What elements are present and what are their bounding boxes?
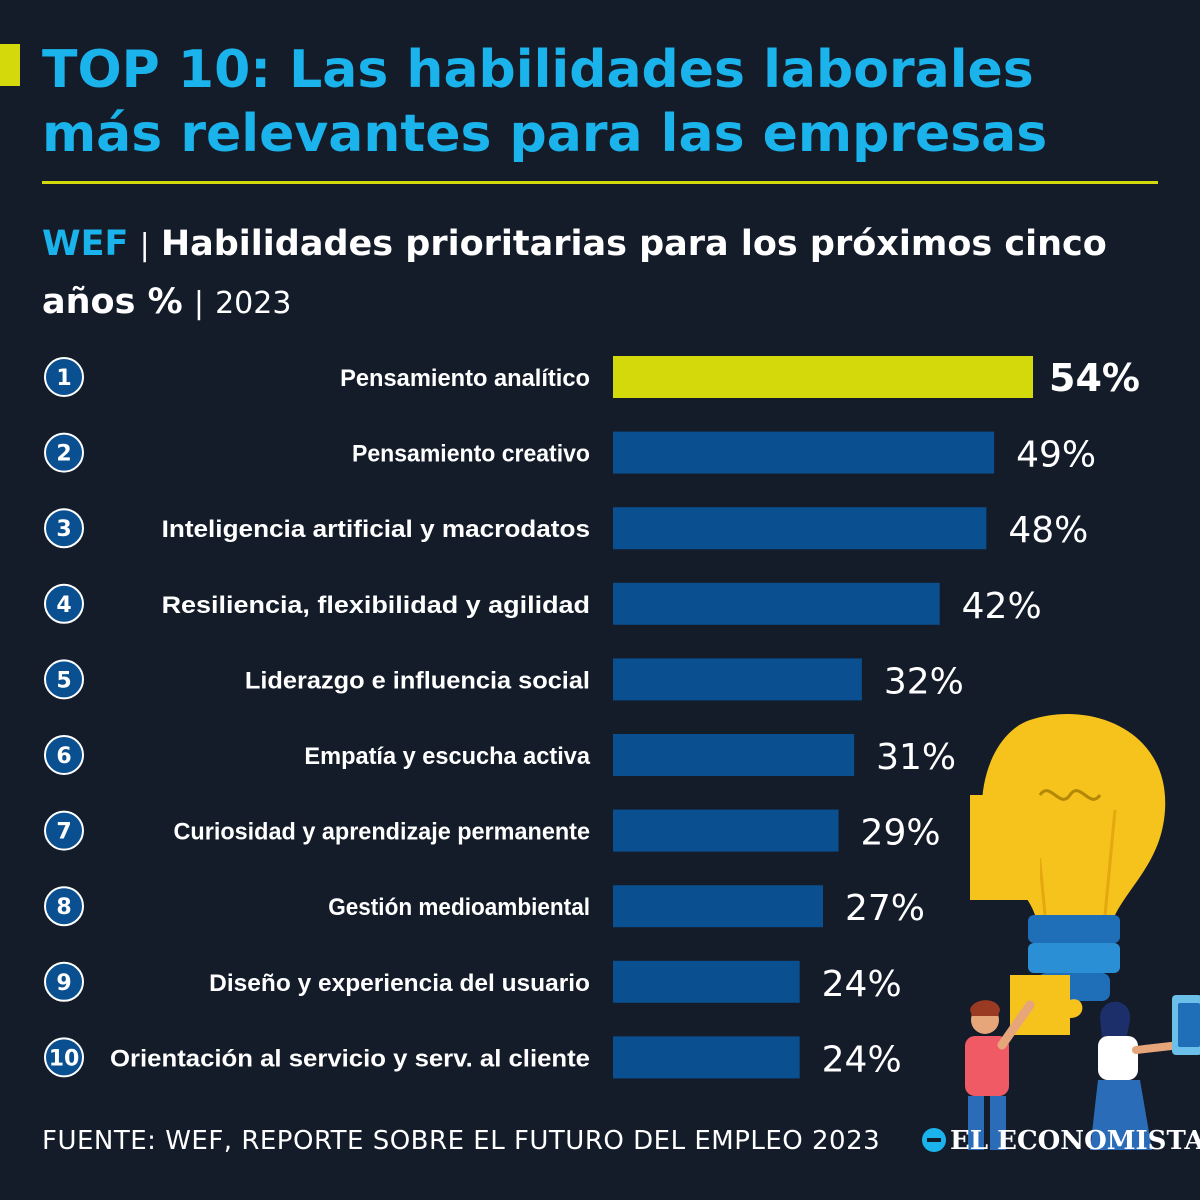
category-label: Resiliencia, flexibilidad y agilidad <box>162 592 590 619</box>
subtitle-line-1: WEF | Habilidades prioritarias para los … <box>42 216 1162 274</box>
bar <box>613 356 1033 398</box>
category-label: Liderazgo e influencia social <box>245 667 590 694</box>
bar <box>613 734 855 776</box>
accent-mark <box>0 44 20 86</box>
category-label: Curiosidad y aprendizaje permanente <box>174 819 591 846</box>
bar <box>613 809 839 852</box>
value-label: 42% <box>962 586 1042 627</box>
bar-row: 7 Curiosidad y aprendizaje permanente 29% <box>44 809 941 854</box>
rank-number: 1 <box>56 366 71 391</box>
value-label: 54% <box>1049 356 1140 400</box>
category-label: Pensamiento creativo <box>352 441 590 468</box>
rank-badge <box>44 583 84 624</box>
rank-number: 4 <box>56 593 71 618</box>
chart-subtitle: WEF | Habilidades prioritarias para los … <box>42 216 1162 332</box>
title-line-1: TOP 10: Las habilidades laborales <box>42 40 1034 100</box>
value-label: 27% <box>845 888 925 929</box>
bar-row: 8 Gestión medioambiental 27% <box>44 885 925 929</box>
category-label: Gestión medioambiental <box>328 894 590 921</box>
bar-row: 3 Inteligencia artificial y macrodatos 48% <box>44 507 1088 551</box>
bar <box>613 885 823 928</box>
man-figure-icon <box>965 1000 1035 1150</box>
bar <box>613 1036 800 1079</box>
subtitle-text-2: años % <box>42 282 183 322</box>
bar-row: 4 Resiliencia, flexibilidad y agilidad 42% <box>44 582 1042 627</box>
value-label: 32% <box>884 661 964 702</box>
bar <box>613 960 800 1003</box>
subtitle-separator: | <box>139 228 150 263</box>
rank-number: 3 <box>56 517 71 542</box>
subtitle-separator-2: | <box>193 286 204 321</box>
bar-row: 2 Pensamiento creativo 49% <box>44 431 1096 476</box>
category-label: Inteligencia artificial y macrodatos <box>162 516 590 543</box>
value-label: 49% <box>1016 435 1096 476</box>
category-label: Diseño y experiencia del usuario <box>209 970 590 997</box>
bar <box>613 582 940 625</box>
value-label: 24% <box>822 964 902 1005</box>
source-tag: WEF <box>42 224 129 264</box>
rank-number: 10 <box>49 1046 80 1071</box>
rank-badge <box>44 508 84 549</box>
brand-logo: EL ECONOMISTA <box>922 1126 1200 1156</box>
rank-badge <box>44 432 84 473</box>
value-label: 31% <box>876 737 956 778</box>
rank-badge <box>44 735 84 775</box>
rank-badge <box>44 1037 84 1078</box>
title-line-2: más relevantes para las empresas <box>42 104 1048 164</box>
rank-badge <box>44 810 84 851</box>
illustration <box>965 714 1200 1150</box>
bar <box>613 507 987 550</box>
bar-chart: 1 Pensamiento analítico 54% 2 Pensamiento cr… <box>44 356 1140 1080</box>
tablet-icon <box>1172 995 1200 1055</box>
category-label: Orientación al servicio y serv. al clien… <box>110 1045 590 1072</box>
woman-figure-icon <box>1090 1001 1184 1150</box>
category-label: Pensamiento analítico <box>340 365 590 392</box>
rank-badge <box>44 357 84 397</box>
brand-name: EL ECONOMISTA <box>950 1126 1200 1156</box>
subtitle-line-2: años % | 2023 <box>42 274 1162 332</box>
title-divider <box>42 181 1158 184</box>
value-label: 24% <box>822 1039 902 1080</box>
rank-badge <box>44 659 84 700</box>
puzzle-piece-icon <box>970 782 1083 1035</box>
rank-number: 6 <box>56 744 71 769</box>
rank-badge <box>44 961 84 1002</box>
brand-icon <box>922 1128 946 1152</box>
bar-row: 10 Orientación al servicio y serv. al cli… <box>44 1036 902 1080</box>
page-title: TOP 10: Las habilidades laborales más re… <box>42 38 1162 166</box>
bar-row: 1 Pensamiento analítico 54% <box>44 356 1140 400</box>
value-label: 29% <box>861 813 941 854</box>
rank-number: 2 <box>56 442 71 467</box>
rank-number: 5 <box>56 668 71 693</box>
value-label: 48% <box>1008 510 1088 551</box>
bar-row: 9 Diseño y experiencia del usuario 24% <box>44 960 902 1005</box>
subtitle-text-1: Habilidades prioritarias para los próxim… <box>160 224 1107 264</box>
subtitle-year: 2023 <box>215 286 292 321</box>
rank-number: 7 <box>56 820 71 845</box>
source-note: FUENTE: WEF, REPORTE SOBRE EL FUTURO DEL… <box>42 1126 881 1156</box>
bar-row: 5 Liderazgo e influencia social 32% <box>44 658 964 702</box>
bar <box>613 431 995 474</box>
category-label: Empatía y escucha activa <box>304 743 590 770</box>
rank-number: 8 <box>56 895 71 920</box>
bar <box>613 658 862 701</box>
rank-badge <box>44 886 84 927</box>
rank-number: 9 <box>56 971 71 996</box>
bar-row: 6 Empatía y escucha activa 31% <box>44 734 956 778</box>
